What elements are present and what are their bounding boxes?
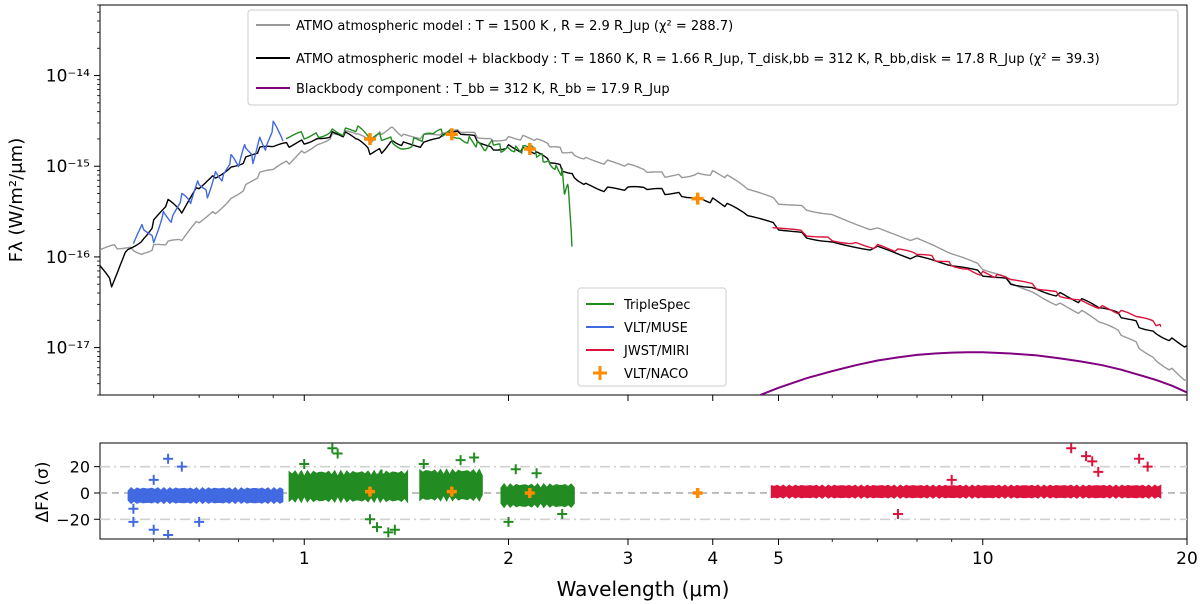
residual-outlier [148,474,159,485]
naco-residual-point [365,486,376,497]
residual-outlier [455,455,466,466]
x-tick-label: 3 [623,549,634,569]
series-line-triplespec [285,125,573,247]
residual-outlier [1134,453,1145,464]
x-axis-label: Wavelength (μm) [557,577,730,601]
residual-outlier [469,452,480,463]
x-tick-label: 10 [972,549,994,569]
naco-point [445,128,458,141]
x-tick-label: 4 [707,549,718,569]
residuals-naco-group [365,486,703,498]
residual-outlier [332,448,343,459]
naco-point [691,192,704,205]
residual-outlier [163,453,174,464]
residual-outlier [327,443,338,454]
spectrum-panel: 10⁻¹⁴ 10⁻¹⁵ 10⁻¹⁶ 10⁻¹⁷ Fλ (W/m²/μm) ATMO a… [6,4,1188,401]
legend-label-naco: VLT/NACO [624,367,688,382]
residual-outlier [163,530,174,539]
spectrum-y-axis: 10⁻¹⁴ 10⁻¹⁵ 10⁻¹⁶ 10⁻¹⁷ [46,4,100,396]
naco-point [364,132,377,145]
residual-y-tick-label: 0 [80,484,90,503]
residual-y-tick-label: −20 [56,510,90,529]
residual-y-tick-label: 20 [70,458,90,477]
series-line-miri [772,227,1162,327]
model-legend-frame [247,9,1179,106]
residual-band-triplespec [500,482,575,509]
residual-outlier [389,524,400,535]
residual-outlier [383,527,394,538]
data-legend-frame [577,287,727,387]
spectrum-x-axis [153,395,1188,401]
residual-outlier [418,459,429,470]
residual-band-triplespec [419,468,483,502]
residual-outlier [1093,466,1104,477]
residuals-x-axis: 1 2 3 4 5 10 20 [153,539,1198,569]
residual-outlier [503,516,514,527]
residual-band-triplespec [288,469,409,504]
spectrum-y-axis-label: Fλ (W/m²/μm) [6,138,27,262]
y-tick-label: 10⁻¹⁷ [46,339,90,359]
spectrum-naco-group [364,128,704,205]
residual-outlier [1142,461,1153,472]
spectrum-series-group [100,120,1187,395]
residual-outlier [376,469,387,480]
x-tick-label: 5 [773,549,784,569]
legend-label-atmo-bb: ATMO atmospheric model + blackbody : T =… [296,52,1100,67]
y-tick-label: 10⁻¹⁶ [46,248,90,268]
x-tick-label: 1 [299,549,310,569]
residual-outlier [299,459,310,470]
legend-label-muse: VLT/MUSE [624,321,688,336]
x-tick-label: 2 [503,549,514,569]
legend-label-triplespec: TripleSpec [623,298,691,313]
residual-band-muse [127,487,284,505]
residuals-y-axis-label: ΔFλ (σ) [33,462,53,523]
legend-swatch-naco [593,366,607,380]
legend-label-atmo: ATMO atmospheric model : T = 1500 K , R … [296,19,733,34]
residual-outlier [531,468,542,479]
legend-label-miri: JWST/MIRI [623,344,689,359]
naco-residual-point [524,487,535,498]
residual-outlier [892,509,903,520]
naco-residual-point [692,487,703,498]
residuals-y-axis: 20 0 −20 [56,458,100,529]
residual-outlier [194,516,205,527]
y-tick-label: 10⁻¹⁵ [46,157,90,177]
residual-outlier [371,522,382,533]
residuals-series-group [127,443,1162,539]
naco-point [523,142,536,155]
residual-outlier [946,474,957,485]
residuals-panel: 20 0 −20 1 2 3 4 5 10 20 ΔFλ (σ) Wavelength (μm) [33,442,1198,601]
legend-label-bb: Blackbody component : T_bb = 312 K, R_bb… [296,82,670,97]
data-legend: TripleSpec VLT/MUSE JWST/MIRI VLT/NACO [577,287,727,387]
residual-band-miri [770,484,1162,499]
residual-outlier [365,514,376,525]
residual-outlier [148,524,159,535]
residual-outlier [557,509,568,520]
residual-outlier [1066,443,1077,454]
series-line-atmo [100,126,1187,381]
y-tick-label: 10⁻¹⁴ [46,67,90,87]
naco-residual-point [446,486,457,497]
residual-outlier [176,461,187,472]
residual-outlier [510,464,521,475]
series-line-muse [132,120,284,244]
series-line-bb [759,351,1187,395]
series-line-atmo_bb [100,130,1187,348]
residual-outlier [1087,456,1098,467]
residual-outlier [128,516,139,527]
model-legend: ATMO atmospheric model : T = 1500 K , R … [247,9,1179,106]
residual-outlier [128,503,139,514]
x-tick-label: 20 [1176,549,1198,569]
residual-outlier [1081,451,1092,462]
